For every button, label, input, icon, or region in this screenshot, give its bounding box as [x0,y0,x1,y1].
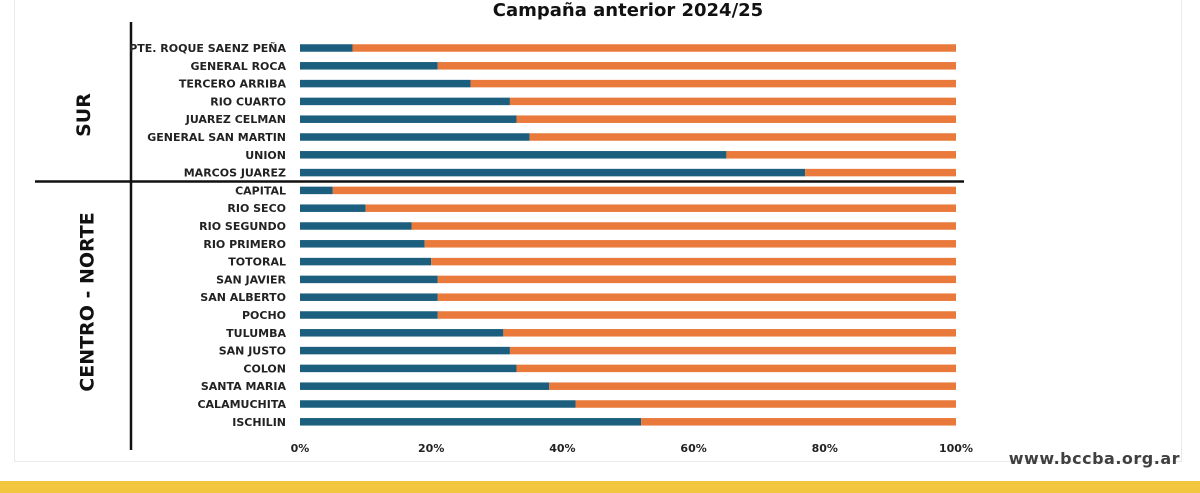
bar-segment-series-1 [300,293,438,301]
bar-segment-series-2 [437,62,956,70]
bar-segment-series-2 [437,311,956,319]
category-label: RIO CUARTO [210,95,286,108]
category-label: UNION [245,149,286,162]
bar-segment-series-2 [332,186,956,195]
x-tick-label: 60% [680,442,706,455]
brand-footer-band [0,481,1200,493]
category-label: ISCHILIN [232,416,286,429]
group-divider-lines [35,22,964,450]
bar-segment-series-1 [300,115,517,123]
category-labels: PTE. ROQUE SAENZ PEÑA GENERAL ROCA TERCERO… [129,42,286,429]
x-axis-tick-labels: 0% 20% 40% 60% 80% 100% [291,442,973,455]
bar-segment-series-1 [300,400,576,408]
bar-segment-series-1 [300,97,510,106]
category-label: RIO SECO [227,202,286,215]
group-label-centro-norte: CENTRO - NORTE [76,211,99,392]
category-label: COLON [243,362,286,375]
website-url: www.bccba.org.ar [1008,449,1180,468]
category-label: GENERAL SAN MARTIN [147,131,286,144]
category-label: RIO PRIMERO [203,238,286,251]
x-tick-label: 100% [939,442,973,455]
bar-segment-series-2 [549,382,956,390]
bar-segment-series-2 [805,168,956,177]
category-label: TOTORAL [228,256,286,269]
bar-segment-series-1 [300,275,438,284]
bar-segment-series-2 [509,97,956,106]
category-label: CAPITAL [235,184,286,197]
bar-segment-series-2 [437,293,956,301]
x-tick-label: 0% [291,442,310,455]
bar-segment-series-1 [300,382,550,390]
bar-segment-series-1 [300,133,530,141]
bar-segment-series-2 [516,115,956,123]
bar-segment-series-1 [300,418,642,426]
x-tick-label: 40% [549,442,575,455]
group-label-sur: SUR [72,92,95,137]
bars [300,44,957,426]
bar-segment-series-2 [431,257,956,266]
bar-segment-series-2 [411,222,956,230]
bar-segment-series-1 [300,79,471,88]
bar-segment-series-1 [300,364,517,373]
bar-segment-series-2 [516,364,956,373]
chart-frame [14,0,1182,462]
category-label: PTE. ROQUE SAENZ PEÑA [129,42,286,55]
bar-segment-series-1 [300,62,438,70]
bar-segment-series-1 [300,257,432,266]
bar-segment-series-1 [300,346,510,355]
bar-segment-series-2 [470,79,956,88]
x-tick-label: 20% [418,442,444,455]
chart-title: Campaña anterior 2024/25 [492,0,764,21]
category-label: SAN JUSTO [219,345,286,358]
category-label: SAN ALBERTO [200,291,286,304]
bar-segment-series-1 [300,222,412,230]
category-label: SANTA MARIA [201,380,287,393]
bar-segment-series-1 [300,186,333,195]
x-tick-label: 80% [812,442,838,455]
bar-segment-series-2 [641,418,956,426]
bar-segment-series-1 [300,151,727,159]
bar-segment-series-1 [300,311,438,319]
bar-segment-series-2 [352,44,957,52]
bar-segment-series-2 [529,133,956,141]
category-label: TULUMBA [226,327,286,340]
bar-segment-series-2 [726,151,956,159]
category-label: RIO SEGUNDO [199,220,286,233]
bar-segment-series-1 [300,329,504,337]
bar-segment-series-2 [437,275,956,284]
bar-segment-series-1 [300,168,806,177]
category-label: JUAREZ CELMAN [185,113,286,126]
category-label: MARCOS JUAREZ [184,167,286,180]
bar-segment-series-1 [300,240,425,248]
bar-segment-series-2 [575,400,956,408]
category-label: POCHO [242,309,286,322]
category-label: GENERAL ROCA [191,60,287,73]
category-label: SAN JAVIER [216,273,286,286]
bar-segment-series-2 [509,346,956,355]
bar-segment-series-2 [365,204,957,212]
category-label: TERCERO ARRIBA [179,78,287,91]
category-label: CALAMUCHITA [197,398,286,411]
bar-segment-series-1 [300,204,366,212]
bar-segment-series-2 [503,329,956,337]
bar-segment-series-2 [424,240,956,248]
bar-segment-series-1 [300,44,353,52]
